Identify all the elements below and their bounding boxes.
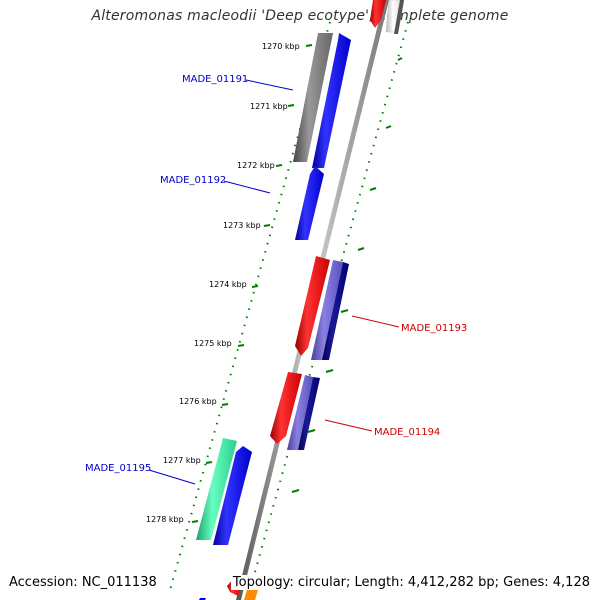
gc-marks-right xyxy=(291,57,403,493)
map-title: Alteromonas macleodii 'Deep ecotype', co… xyxy=(91,8,509,24)
gene-feature-made-01194-purple[interactable] xyxy=(287,375,313,450)
gene-feature-made-01193-purple[interactable] xyxy=(311,260,343,360)
gene-feature-top-gray[interactable] xyxy=(394,0,404,34)
tick-label-1277: 1277 kbp xyxy=(163,456,201,465)
tick-label-1272: 1272 kbp xyxy=(237,161,275,170)
gene-feature-made-01193-red[interactable] xyxy=(295,256,330,356)
tick-label-1273: 1273 kbp xyxy=(223,221,261,230)
tick-label-1275: 1275 kbp xyxy=(194,339,232,348)
gene-feature-top-red[interactable] xyxy=(370,0,386,28)
gene-feature-made-01193-navy[interactable] xyxy=(322,262,349,360)
gene-label-made-01195[interactable]: MADE_01195 xyxy=(85,463,151,474)
gene-feature-made-01195-blue[interactable] xyxy=(213,446,252,545)
gene-feature-gray[interactable] xyxy=(293,33,333,162)
tick-label-1276: 1276 kbp xyxy=(179,397,217,406)
leader-made-01195 xyxy=(148,469,196,485)
scale-labels: 1270 kbp 1271 kbp 1272 kbp 1273 kbp 1274… xyxy=(146,42,300,524)
leader-made-01193 xyxy=(351,315,400,328)
gene-label-made-01193[interactable]: MADE_01193 xyxy=(401,323,467,334)
gene-feature-made-01194-navy[interactable] xyxy=(298,377,320,450)
scale-ticks xyxy=(191,44,313,523)
tick-label-1271: 1271 kbp xyxy=(250,102,288,111)
tick-label-1270: 1270 kbp xyxy=(262,42,300,51)
leader-made-01194 xyxy=(324,419,373,432)
gene-label-made-01194[interactable]: MADE_01194 xyxy=(374,427,440,438)
gene-label-made-01191[interactable]: MADE_01191 xyxy=(182,74,248,85)
leader-made-01191 xyxy=(245,79,294,91)
tick-label-1274: 1274 kbp xyxy=(209,280,247,289)
gene-feature-made-01194-red[interactable] xyxy=(270,372,302,444)
leader-made-01192 xyxy=(223,180,271,194)
gene-feature-made-01191[interactable] xyxy=(312,33,351,168)
accession-text: Accession: NC_011138 xyxy=(7,575,159,590)
genome-summary-text: Topology: circular; Length: 4,412,282 bp… xyxy=(230,575,592,590)
gene-feature-made-01195-green[interactable] xyxy=(196,438,237,540)
gene-label-made-01192[interactable]: MADE_01192 xyxy=(160,175,226,186)
tick-label-1278: 1278 kbp xyxy=(146,515,184,524)
gene-feature-made-01192[interactable] xyxy=(295,166,324,240)
